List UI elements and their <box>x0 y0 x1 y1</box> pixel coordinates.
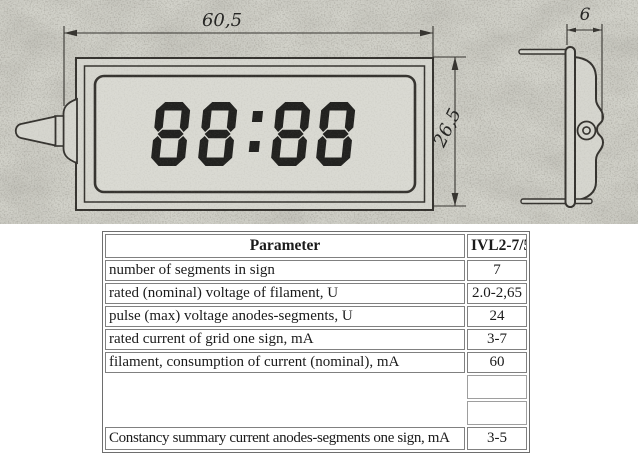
value-cell-empty <box>467 375 527 399</box>
param-cell: rated current of grid one sign, mA <box>105 329 465 350</box>
header-parameter: Parameter <box>105 234 465 258</box>
table-row: rated current of grid one sign, mA 3-7 <box>105 329 527 350</box>
table-row: rated (nominal) voltage of filament, U 2… <box>105 283 527 304</box>
table-row-empty <box>105 375 527 399</box>
parameters-table: Parameter IVL2-7/5 number of segments in… <box>102 231 530 453</box>
param-cell: number of segments in sign <box>105 260 465 281</box>
table-row: number of segments in sign 7 <box>105 260 527 281</box>
table-row: filament, consumption of current (nomina… <box>105 352 527 373</box>
param-cell: Constancy summary current anodes-segment… <box>105 427 465 450</box>
param-cell: filament, consumption of current (nomina… <box>105 352 465 373</box>
value-cell: 3-7 <box>467 329 527 350</box>
value-cell-empty <box>467 401 527 425</box>
table-row-empty <box>105 401 527 425</box>
technical-drawing: 88:88 60,5 26,5 <box>0 0 638 224</box>
table-header-row: Parameter IVL2-7/5 <box>105 234 527 258</box>
param-cell: rated (nominal) voltage of filament, U <box>105 283 465 304</box>
value-cell: 60 <box>467 352 527 373</box>
param-cell-empty <box>105 401 465 425</box>
value-cell: 24 <box>467 306 527 327</box>
value-cell: 2.0-2,65 <box>467 283 527 304</box>
param-cell-empty <box>105 375 465 399</box>
table-row: Constancy summary current anodes-segment… <box>105 427 527 450</box>
table-row: pulse (max) voltage anodes-segments, U 2… <box>105 306 527 327</box>
value-cell: 3-5 <box>467 427 527 450</box>
value-cell: 7 <box>467 260 527 281</box>
header-model: IVL2-7/5 <box>467 234 527 258</box>
param-cell: pulse (max) voltage anodes-segments, U <box>105 306 465 327</box>
